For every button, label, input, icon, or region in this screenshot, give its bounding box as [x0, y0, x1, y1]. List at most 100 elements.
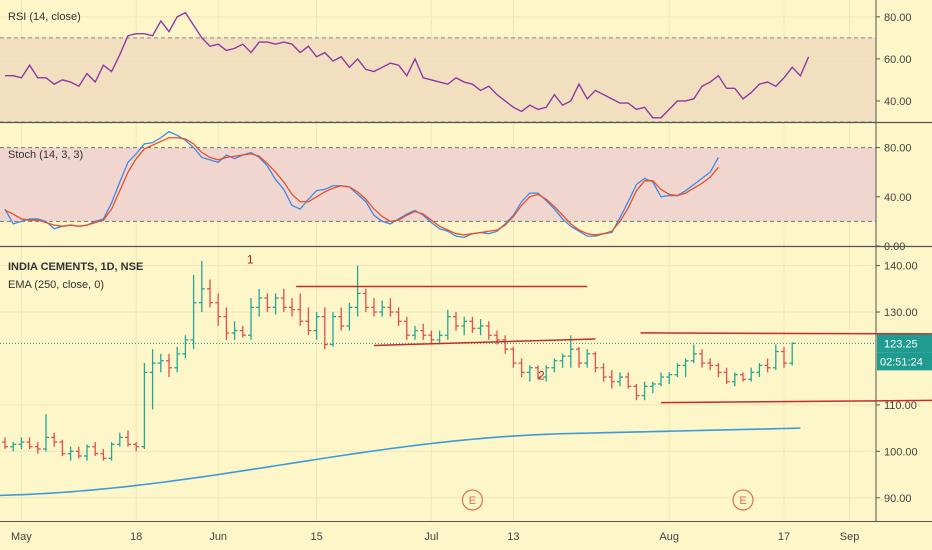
ohlc-bar[interactable] [543, 365, 550, 382]
ohlc-bar[interactable] [190, 274, 197, 350]
ohlc-bar[interactable] [707, 358, 714, 371]
ohlc-bar[interactable] [116, 432, 123, 447]
stochastic-pane[interactable] [0, 130, 876, 239]
ohlc-bar[interactable] [608, 370, 615, 389]
ohlc-bar[interactable] [625, 372, 632, 389]
ohlc-bar[interactable] [2, 437, 8, 450]
ohlc-bar[interactable] [330, 312, 336, 347]
ohlc-bar[interactable] [43, 414, 49, 452]
ohlc-bar[interactable] [362, 288, 369, 313]
ohlc-bar[interactable] [740, 372, 746, 382]
ohlc-bar[interactable] [592, 351, 599, 373]
ohlc-bar[interactable] [748, 367, 755, 382]
ohlc-bar[interactable] [272, 293, 279, 315]
ohlc-bar[interactable] [59, 439, 66, 456]
ohlc-bar[interactable] [67, 446, 74, 461]
ohlc-bar[interactable] [526, 365, 533, 382]
ohlc-bar[interactable] [485, 321, 492, 340]
ohlc-bar[interactable] [321, 307, 328, 350]
ohlc-bar[interactable] [764, 358, 771, 373]
ohlc-bar[interactable] [280, 288, 287, 313]
ohlc-bar[interactable] [567, 335, 574, 368]
ohlc-bar[interactable] [149, 349, 156, 410]
stoch-d-line[interactable] [4, 137, 719, 236]
ohlc-bar[interactable] [600, 363, 607, 382]
ohlc-bar[interactable] [313, 312, 320, 340]
ohlc-bar[interactable] [469, 316, 476, 333]
ohlc-bar[interactable] [239, 325, 246, 338]
ohlc-bar[interactable] [248, 298, 254, 340]
ohlc-bar[interactable] [641, 381, 648, 401]
ohlc-bar[interactable] [658, 372, 664, 387]
ohlc-bar[interactable] [10, 442, 17, 452]
ohlc-bar[interactable] [387, 298, 394, 317]
ohlc-bar[interactable] [108, 442, 115, 461]
ohlc-bar[interactable] [781, 346, 787, 368]
rsi-pane[interactable] [0, 11, 876, 123]
ohlc-bar[interactable] [412, 325, 418, 340]
ohlc-bar[interactable] [198, 260, 205, 313]
ohlc-bar[interactable] [264, 293, 271, 313]
ohlc-bar[interactable] [723, 367, 730, 384]
ohlc-bar[interactable] [420, 323, 427, 340]
ohlc-bar[interactable] [174, 346, 181, 373]
ohlc-bar[interactable] [51, 432, 58, 447]
ohlc-bar[interactable] [617, 372, 623, 387]
ohlc-bar[interactable] [715, 363, 722, 378]
ohlc-bar[interactable] [379, 300, 386, 317]
ohlc-bar[interactable] [461, 316, 468, 336]
ohlc-bar[interactable] [576, 346, 582, 368]
ohlc-bar[interactable] [338, 307, 345, 331]
ohlc-bar[interactable] [699, 349, 705, 368]
ohlc-bar[interactable] [756, 363, 763, 378]
trendline[interactable] [373, 338, 596, 347]
ohlc-bar[interactable] [207, 279, 213, 308]
ohlc-bar[interactable] [166, 353, 172, 378]
ohlc-bar[interactable] [346, 302, 353, 331]
earnings-marker[interactable]: E [461, 489, 483, 511]
ohlc-bar[interactable] [18, 437, 25, 450]
ohlc-bar[interactable] [444, 309, 451, 340]
ohlc-bar[interactable] [649, 381, 656, 394]
ohlc-bar[interactable] [92, 442, 99, 456]
ohlc-bar[interactable] [256, 288, 263, 317]
ohlc-bar[interactable] [395, 307, 402, 326]
price-axis[interactable]: 80.00 60.00 40.00 80.00 40.00 0.00 140.00 130.0… [0, 0, 932, 521]
rsi-line[interactable] [5, 11, 810, 119]
ohlc-bar[interactable] [510, 346, 517, 368]
ohlc-bar[interactable] [477, 318, 484, 336]
ohlc-bar[interactable] [100, 449, 107, 461]
ohlc-bar[interactable] [436, 330, 443, 345]
ohlc-bar[interactable] [666, 372, 673, 384]
ohlc-bar[interactable] [215, 293, 222, 326]
ohlc-bar[interactable] [518, 358, 525, 378]
ohlc-bar[interactable] [75, 446, 82, 459]
ohlc-bar[interactable] [141, 363, 148, 450]
ohlc-bar[interactable] [502, 335, 509, 354]
ohlc-bar[interactable] [551, 358, 558, 373]
ohlc-bar[interactable] [157, 353, 164, 373]
ohlc-bar[interactable] [26, 437, 33, 450]
ohlc-bar[interactable] [584, 349, 591, 368]
ohlc-bar[interactable] [428, 330, 435, 345]
ohlc-bar[interactable] [453, 312, 459, 331]
ohlc-bar[interactable] [231, 321, 238, 340]
ohlc-bar[interactable] [633, 384, 640, 401]
price-pane[interactable]: 1 2 E E [0, 252, 932, 511]
trendline[interactable] [640, 332, 932, 335]
ema-line[interactable] [0, 427, 801, 497]
ohlc-bar[interactable] [84, 444, 90, 461]
earnings-marker[interactable]: E [732, 489, 754, 511]
ohlc-bar[interactable] [354, 265, 361, 317]
ohlc-bar[interactable] [559, 353, 566, 368]
ohlc-bar[interactable] [403, 316, 410, 340]
time-axis[interactable]: May 18 Jun 15 Jul 13 Aug 17 Sep [0, 521, 932, 544]
ohlc-bar[interactable] [125, 430, 131, 447]
ohlc-bar[interactable] [690, 344, 697, 364]
ohlc-bar[interactable] [789, 342, 796, 366]
ohlc-bar[interactable] [223, 307, 230, 340]
ohlc-bar[interactable] [289, 298, 295, 317]
ohlc-bar[interactable] [305, 307, 312, 336]
last-price-badge[interactable] [877, 334, 932, 353]
